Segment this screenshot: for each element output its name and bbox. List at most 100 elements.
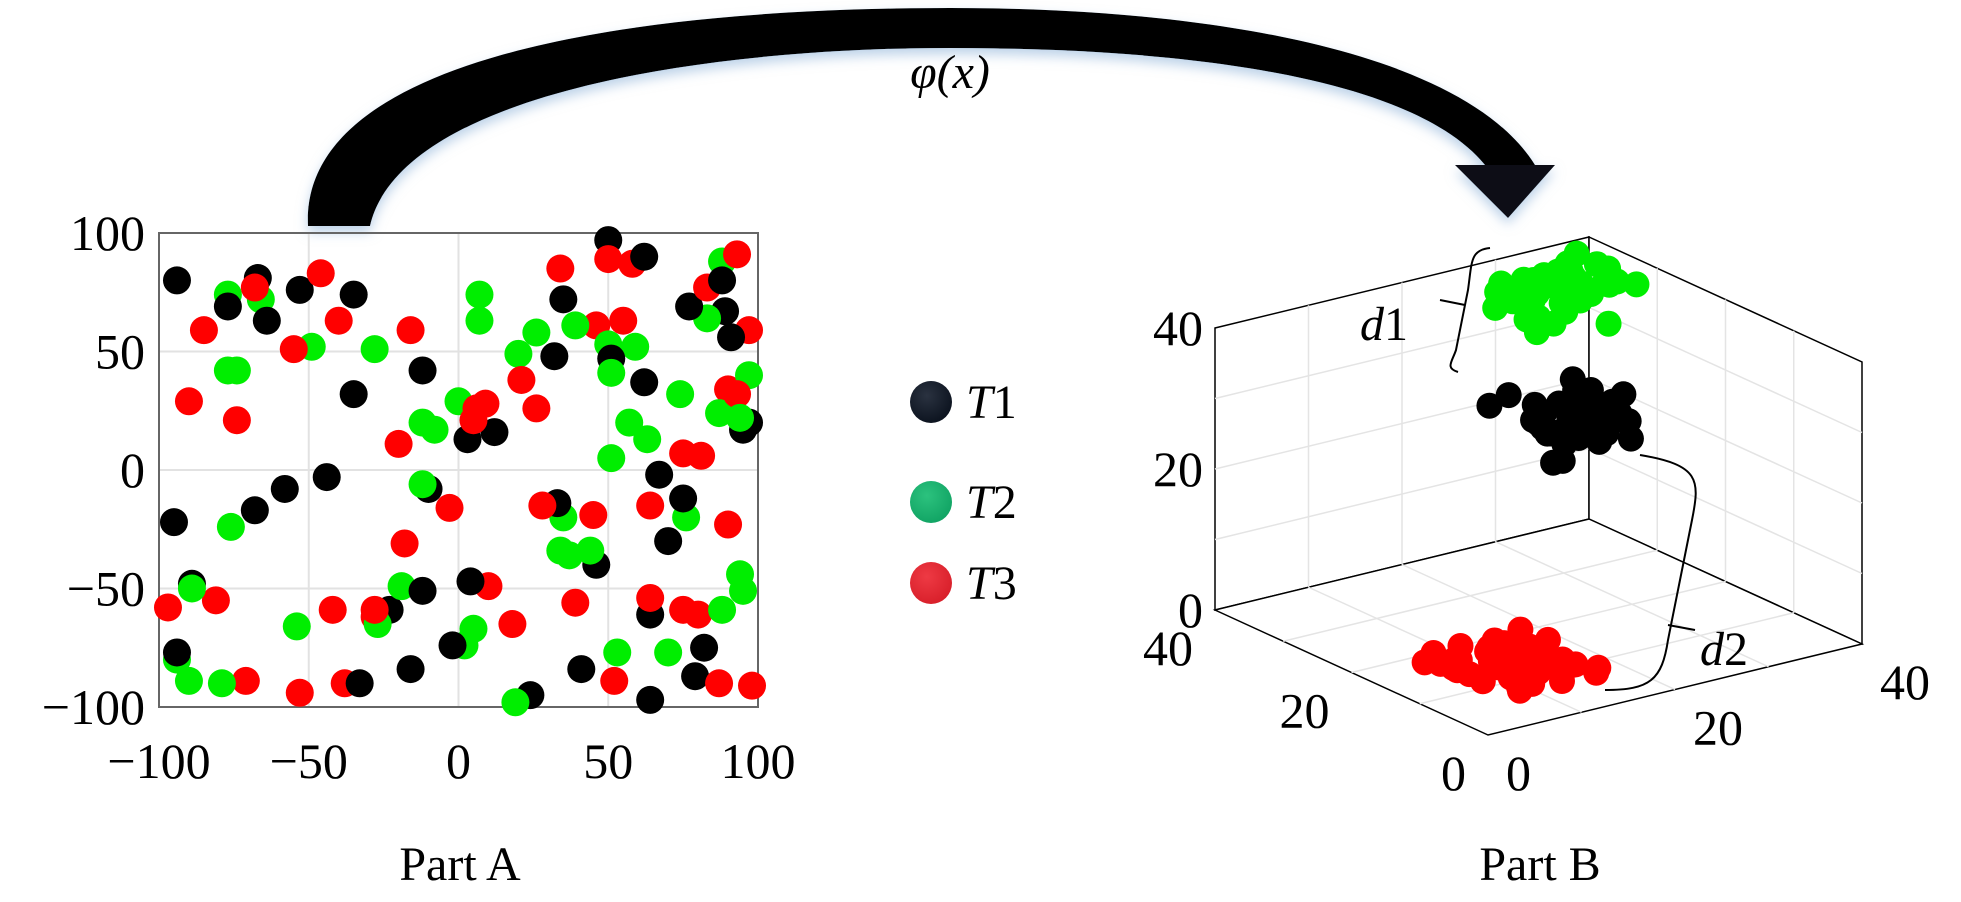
point-t3: [738, 671, 767, 700]
annotation-d2: d2: [1604, 454, 1748, 691]
point-t1: [630, 368, 659, 397]
point-t2: [615, 408, 644, 437]
point-t1: [252, 306, 281, 335]
z-tick-label: 0: [1178, 582, 1203, 638]
point-t3: [561, 588, 590, 617]
point-t1: [438, 631, 467, 660]
y-tick-label: 20: [1693, 700, 1743, 756]
y-tick-label: 50: [95, 324, 145, 380]
point-t3: [174, 387, 203, 416]
point-t1: [396, 655, 425, 684]
point-t2: [1548, 290, 1575, 317]
point-t3: [609, 306, 638, 335]
point-t2: [360, 335, 389, 364]
d2-leader: [1667, 624, 1696, 631]
point-t2: [729, 576, 758, 605]
x-tick-label: 100: [721, 733, 796, 789]
point-t2: [705, 399, 734, 428]
arrow-arc: [307, 8, 1536, 226]
legend-label: T2: [966, 476, 1017, 529]
y-tick-label: 0: [120, 442, 145, 498]
plot-frame: [158, 232, 759, 708]
point-t3: [285, 678, 314, 707]
point-t3: [636, 583, 665, 612]
point-t3: [579, 501, 608, 530]
point-t3: [723, 240, 752, 269]
point-t1: [1573, 394, 1600, 421]
point-t2: [1488, 270, 1515, 297]
legend-item-t2: T2: [910, 476, 1017, 529]
point-t1: [1495, 382, 1522, 409]
caption-part-a: Part A: [399, 838, 521, 891]
point-t3: [1420, 639, 1447, 666]
point-t2: [213, 356, 242, 385]
z-tick-label: 20: [1153, 441, 1203, 497]
y-tick-label: 0: [1506, 745, 1531, 801]
point-t1: [408, 576, 437, 605]
point-t1: [456, 567, 485, 596]
point-t2: [621, 332, 650, 361]
point-t2: [1557, 257, 1584, 284]
point-t1: [654, 527, 683, 556]
point-t2: [207, 669, 236, 698]
point-t2: [408, 470, 437, 499]
point-t2: [561, 311, 590, 340]
point-t3: [153, 593, 182, 622]
point-t1: [159, 508, 188, 537]
point-t1: [1540, 449, 1567, 476]
gridline-3d: [1401, 563, 1676, 691]
point-t2: [1595, 310, 1622, 337]
point-t3: [1506, 677, 1533, 704]
point-t3: [1440, 654, 1467, 681]
x-tick-label: −100: [107, 733, 210, 789]
point-t1: [708, 266, 737, 295]
gridline-3d: [1495, 541, 1769, 668]
y-tick-label: −50: [67, 561, 145, 617]
point-t3: [435, 493, 464, 522]
point-t1: [567, 655, 596, 684]
point-t3: [384, 429, 413, 458]
point-t1: [240, 496, 269, 525]
point-t3: [231, 666, 260, 695]
x-tick-label: 40: [1143, 620, 1193, 676]
point-t2: [654, 638, 683, 667]
point-t3: [1474, 638, 1501, 665]
part-a-scatter: −100−100 −50 −50 0 0 50 50 100 100 Part A: [42, 205, 796, 891]
point-t2: [1623, 271, 1650, 298]
point-t1: [408, 356, 437, 385]
gridline-3d: [1283, 549, 1658, 642]
point-t3: [279, 335, 308, 364]
x-tick-label: −50: [270, 733, 348, 789]
d2-label: d2: [1700, 623, 1748, 676]
point-t3: [1496, 653, 1523, 680]
point-t2: [177, 574, 206, 603]
x-tick-label: 20: [1280, 683, 1330, 739]
arrow-head: [1455, 165, 1555, 218]
x-tick-label: 50: [583, 733, 633, 789]
point-t2: [174, 666, 203, 695]
point-t3: [687, 441, 716, 470]
point-t2: [546, 536, 575, 565]
legend-marker: [910, 481, 952, 523]
d1-leader: [1439, 299, 1466, 306]
point-t3: [507, 365, 536, 394]
point-t2: [465, 306, 494, 335]
point-t3: [498, 610, 527, 639]
point-t1: [1615, 408, 1642, 435]
point-t3: [1549, 646, 1576, 673]
point-t1: [675, 292, 704, 321]
point-t3: [594, 245, 623, 274]
legend-item-t1: T1: [910, 376, 1017, 429]
point-t2: [522, 318, 551, 347]
point-t1: [339, 280, 368, 309]
legend: T1 T2 T3: [910, 376, 1017, 610]
legend-label: T1: [966, 376, 1017, 429]
gridline-3d: [1214, 377, 1590, 470]
point-t2: [216, 512, 245, 541]
point-t2: [387, 572, 416, 601]
point-t1: [681, 662, 710, 691]
annotation-d1: d1: [1360, 247, 1491, 373]
point-t1: [213, 292, 242, 321]
mapping-arrow: [307, 8, 1555, 226]
